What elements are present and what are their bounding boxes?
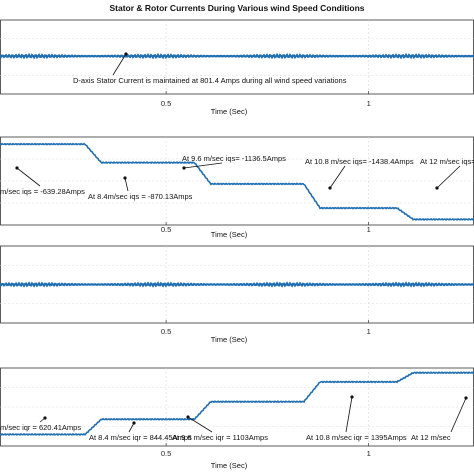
x-tick-label: 0.5 (161, 225, 171, 234)
annotation-arrowhead (464, 396, 468, 400)
annotation-text: m/sec iqs = -639.28Amps (0, 187, 85, 196)
series-line (0, 371, 474, 436)
annotation-arrowhead (328, 186, 332, 190)
annotation-text: At 10.8 m/sec iqs= -1438.4Amps (305, 157, 414, 166)
annotation-arrow (124, 177, 129, 192)
annotation-arrow (345, 396, 353, 433)
annotation: At 12 m/sec (411, 396, 468, 442)
annotation-arrowhead (350, 395, 354, 399)
annotation: At 10.8 m/sec iqs= -1438.4Amps (305, 157, 414, 190)
annotation-arrowhead (43, 416, 47, 420)
annotation-arrowhead (123, 176, 127, 180)
x-axis-label: Time (Sec) (211, 335, 248, 344)
annotation: At 8.4 m/sec iqr = 844.45Amps (89, 421, 192, 442)
annotation-arrow (112, 53, 127, 76)
subplot-2: 0.5 1 Time (Sec) At 9.6 m/sec iqs= -1136.5A… (0, 136, 474, 239)
annotation-arrow (329, 165, 346, 189)
x-tick-label: 0.5 (161, 99, 171, 108)
annotation: At 8.4m/sec iqs = -870.13Amps (88, 176, 193, 201)
x-axis-label: Time (Sec) (211, 230, 248, 239)
x-tick-label: 0.5 (161, 449, 171, 458)
annotation-text: At 8.4m/sec iqs = -870.13Amps (88, 192, 193, 201)
annotation-arrowhead (15, 166, 19, 170)
annotation-arrow (187, 416, 213, 433)
annotation-arrowhead (132, 421, 136, 425)
annotation-text: At 9.6 m/sec iqs= -1136.5Amps (182, 154, 286, 163)
figure-title: Stator & Rotor Currents During Various w… (109, 3, 364, 13)
series-line (0, 142, 474, 221)
x-tick-label: 0.5 (161, 327, 171, 336)
series-line (0, 281, 474, 288)
annotation-text: D-axis Stator Current is maintained at 8… (73, 76, 347, 85)
annotation-arrowhead (182, 166, 186, 170)
annotation-arrow (436, 165, 461, 189)
annotation-text: At 10.8 m/sec iqr = 1395Amps (306, 433, 407, 442)
annotation-arrowhead (124, 52, 128, 56)
annotation-text: m/sec iqr = 620.41Amps (0, 423, 81, 432)
annotation-text: At 12 m/sec (411, 433, 451, 442)
x-tick-label: 1 (367, 99, 371, 108)
subplot-4: 0.5 1 Time (Sec) m/sec iqr = 620.41Amps At 8… (0, 367, 474, 470)
annotation-arrow (128, 422, 135, 433)
annotation: At 9.6 m/sec iqr = 1103Amps (172, 415, 268, 442)
subplot-1: 0.5 1 Time (Sec) D-axis Stator Current is m… (0, 19, 474, 116)
annotation-arrow (16, 167, 41, 187)
annotation: At 10.8 m/sec iqr = 1395Amps (306, 395, 407, 442)
x-tick-label: 1 (367, 449, 371, 458)
annotation-arrow (183, 162, 223, 169)
subplot-3: 0.5 1 Time (Sec) (0, 245, 474, 344)
annotation: D-axis Stator Current is maintained at 8… (73, 52, 347, 85)
annotation: m/sec iqs = -639.28Amps (0, 166, 85, 196)
subplots: 0.5 1 Time (Sec) D-axis Stator Current is m… (0, 19, 474, 470)
annotation: At 9.6 m/sec iqs= -1136.5Amps (182, 154, 286, 170)
annotation-arrowhead (186, 415, 190, 419)
series-line (0, 52, 474, 60)
annotation: At 12 m/sec iqs= (420, 157, 474, 190)
annotation-arrow (450, 397, 467, 433)
x-tick-label: 1 (367, 327, 371, 336)
x-axis-label: Time (Sec) (211, 461, 248, 470)
annotation-arrowhead (435, 186, 439, 190)
x-tick-label: 1 (367, 225, 371, 234)
annotation-text: At 12 m/sec iqs= (420, 157, 474, 166)
annotation-text: At 8.4 m/sec iqr = 844.45Amps (89, 433, 192, 442)
annotation-text: At 9.6 m/sec iqr = 1103Amps (172, 433, 268, 442)
annotation: m/sec iqr = 620.41Amps (0, 416, 81, 432)
x-axis-label: Time (Sec) (211, 107, 248, 116)
grid (0, 137, 474, 225)
